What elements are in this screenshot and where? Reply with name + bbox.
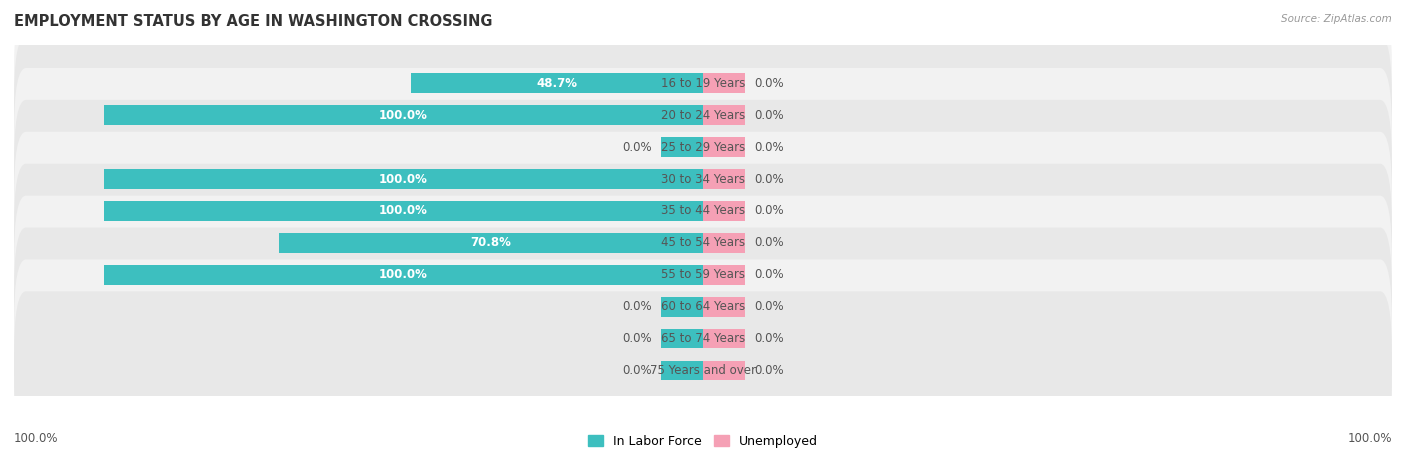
FancyBboxPatch shape <box>14 164 1392 322</box>
Text: 0.0%: 0.0% <box>623 300 652 313</box>
Bar <box>104 201 703 221</box>
Text: 100.0%: 100.0% <box>380 268 427 281</box>
FancyBboxPatch shape <box>14 100 1392 258</box>
Bar <box>104 265 703 285</box>
Text: 0.0%: 0.0% <box>754 140 783 153</box>
Text: 16 to 19 Years: 16 to 19 Years <box>661 77 745 90</box>
Bar <box>703 201 745 221</box>
Text: 45 to 54 Years: 45 to 54 Years <box>661 236 745 249</box>
Legend: In Labor Force, Unemployed: In Labor Force, Unemployed <box>583 430 823 450</box>
Bar <box>661 297 703 316</box>
Text: 65 to 74 Years: 65 to 74 Years <box>661 332 745 345</box>
Text: Source: ZipAtlas.com: Source: ZipAtlas.com <box>1281 14 1392 23</box>
Text: 20 to 24 Years: 20 to 24 Years <box>661 109 745 122</box>
Bar <box>104 105 703 125</box>
Bar <box>703 137 745 157</box>
Bar <box>661 328 703 348</box>
FancyBboxPatch shape <box>14 4 1392 162</box>
FancyBboxPatch shape <box>14 132 1392 290</box>
Bar <box>411 73 703 93</box>
Text: 100.0%: 100.0% <box>380 172 427 185</box>
Text: 0.0%: 0.0% <box>754 236 783 249</box>
Text: 0.0%: 0.0% <box>754 300 783 313</box>
Bar <box>703 233 745 253</box>
Text: 0.0%: 0.0% <box>754 204 783 217</box>
Bar <box>703 328 745 348</box>
Text: 60 to 64 Years: 60 to 64 Years <box>661 300 745 313</box>
Bar <box>661 137 703 157</box>
Text: 100.0%: 100.0% <box>380 204 427 217</box>
Bar <box>703 360 745 380</box>
Text: 0.0%: 0.0% <box>754 332 783 345</box>
Text: 55 to 59 Years: 55 to 59 Years <box>661 268 745 281</box>
Bar <box>703 297 745 316</box>
Text: EMPLOYMENT STATUS BY AGE IN WASHINGTON CROSSING: EMPLOYMENT STATUS BY AGE IN WASHINGTON C… <box>14 14 492 28</box>
Text: 48.7%: 48.7% <box>537 77 578 90</box>
FancyBboxPatch shape <box>14 68 1392 226</box>
Text: 100.0%: 100.0% <box>380 109 427 122</box>
FancyBboxPatch shape <box>14 196 1392 354</box>
Text: 30 to 34 Years: 30 to 34 Years <box>661 172 745 185</box>
Bar <box>703 169 745 189</box>
Text: 25 to 29 Years: 25 to 29 Years <box>661 140 745 153</box>
FancyBboxPatch shape <box>14 36 1392 194</box>
Bar <box>703 105 745 125</box>
Bar <box>703 265 745 285</box>
Text: 0.0%: 0.0% <box>754 77 783 90</box>
Text: 0.0%: 0.0% <box>754 172 783 185</box>
Bar <box>104 169 703 189</box>
Bar <box>278 233 703 253</box>
FancyBboxPatch shape <box>14 260 1392 418</box>
FancyBboxPatch shape <box>14 291 1392 450</box>
Text: 0.0%: 0.0% <box>623 364 652 377</box>
Text: 0.0%: 0.0% <box>754 109 783 122</box>
Text: 0.0%: 0.0% <box>623 140 652 153</box>
Text: 0.0%: 0.0% <box>754 364 783 377</box>
FancyBboxPatch shape <box>14 228 1392 386</box>
Text: 75 Years and over: 75 Years and over <box>650 364 756 377</box>
Text: 35 to 44 Years: 35 to 44 Years <box>661 204 745 217</box>
Text: 0.0%: 0.0% <box>623 332 652 345</box>
Text: 100.0%: 100.0% <box>14 432 59 445</box>
Text: 100.0%: 100.0% <box>1347 432 1392 445</box>
Text: 0.0%: 0.0% <box>754 268 783 281</box>
Bar <box>703 73 745 93</box>
Bar <box>661 360 703 380</box>
Text: 70.8%: 70.8% <box>471 236 512 249</box>
